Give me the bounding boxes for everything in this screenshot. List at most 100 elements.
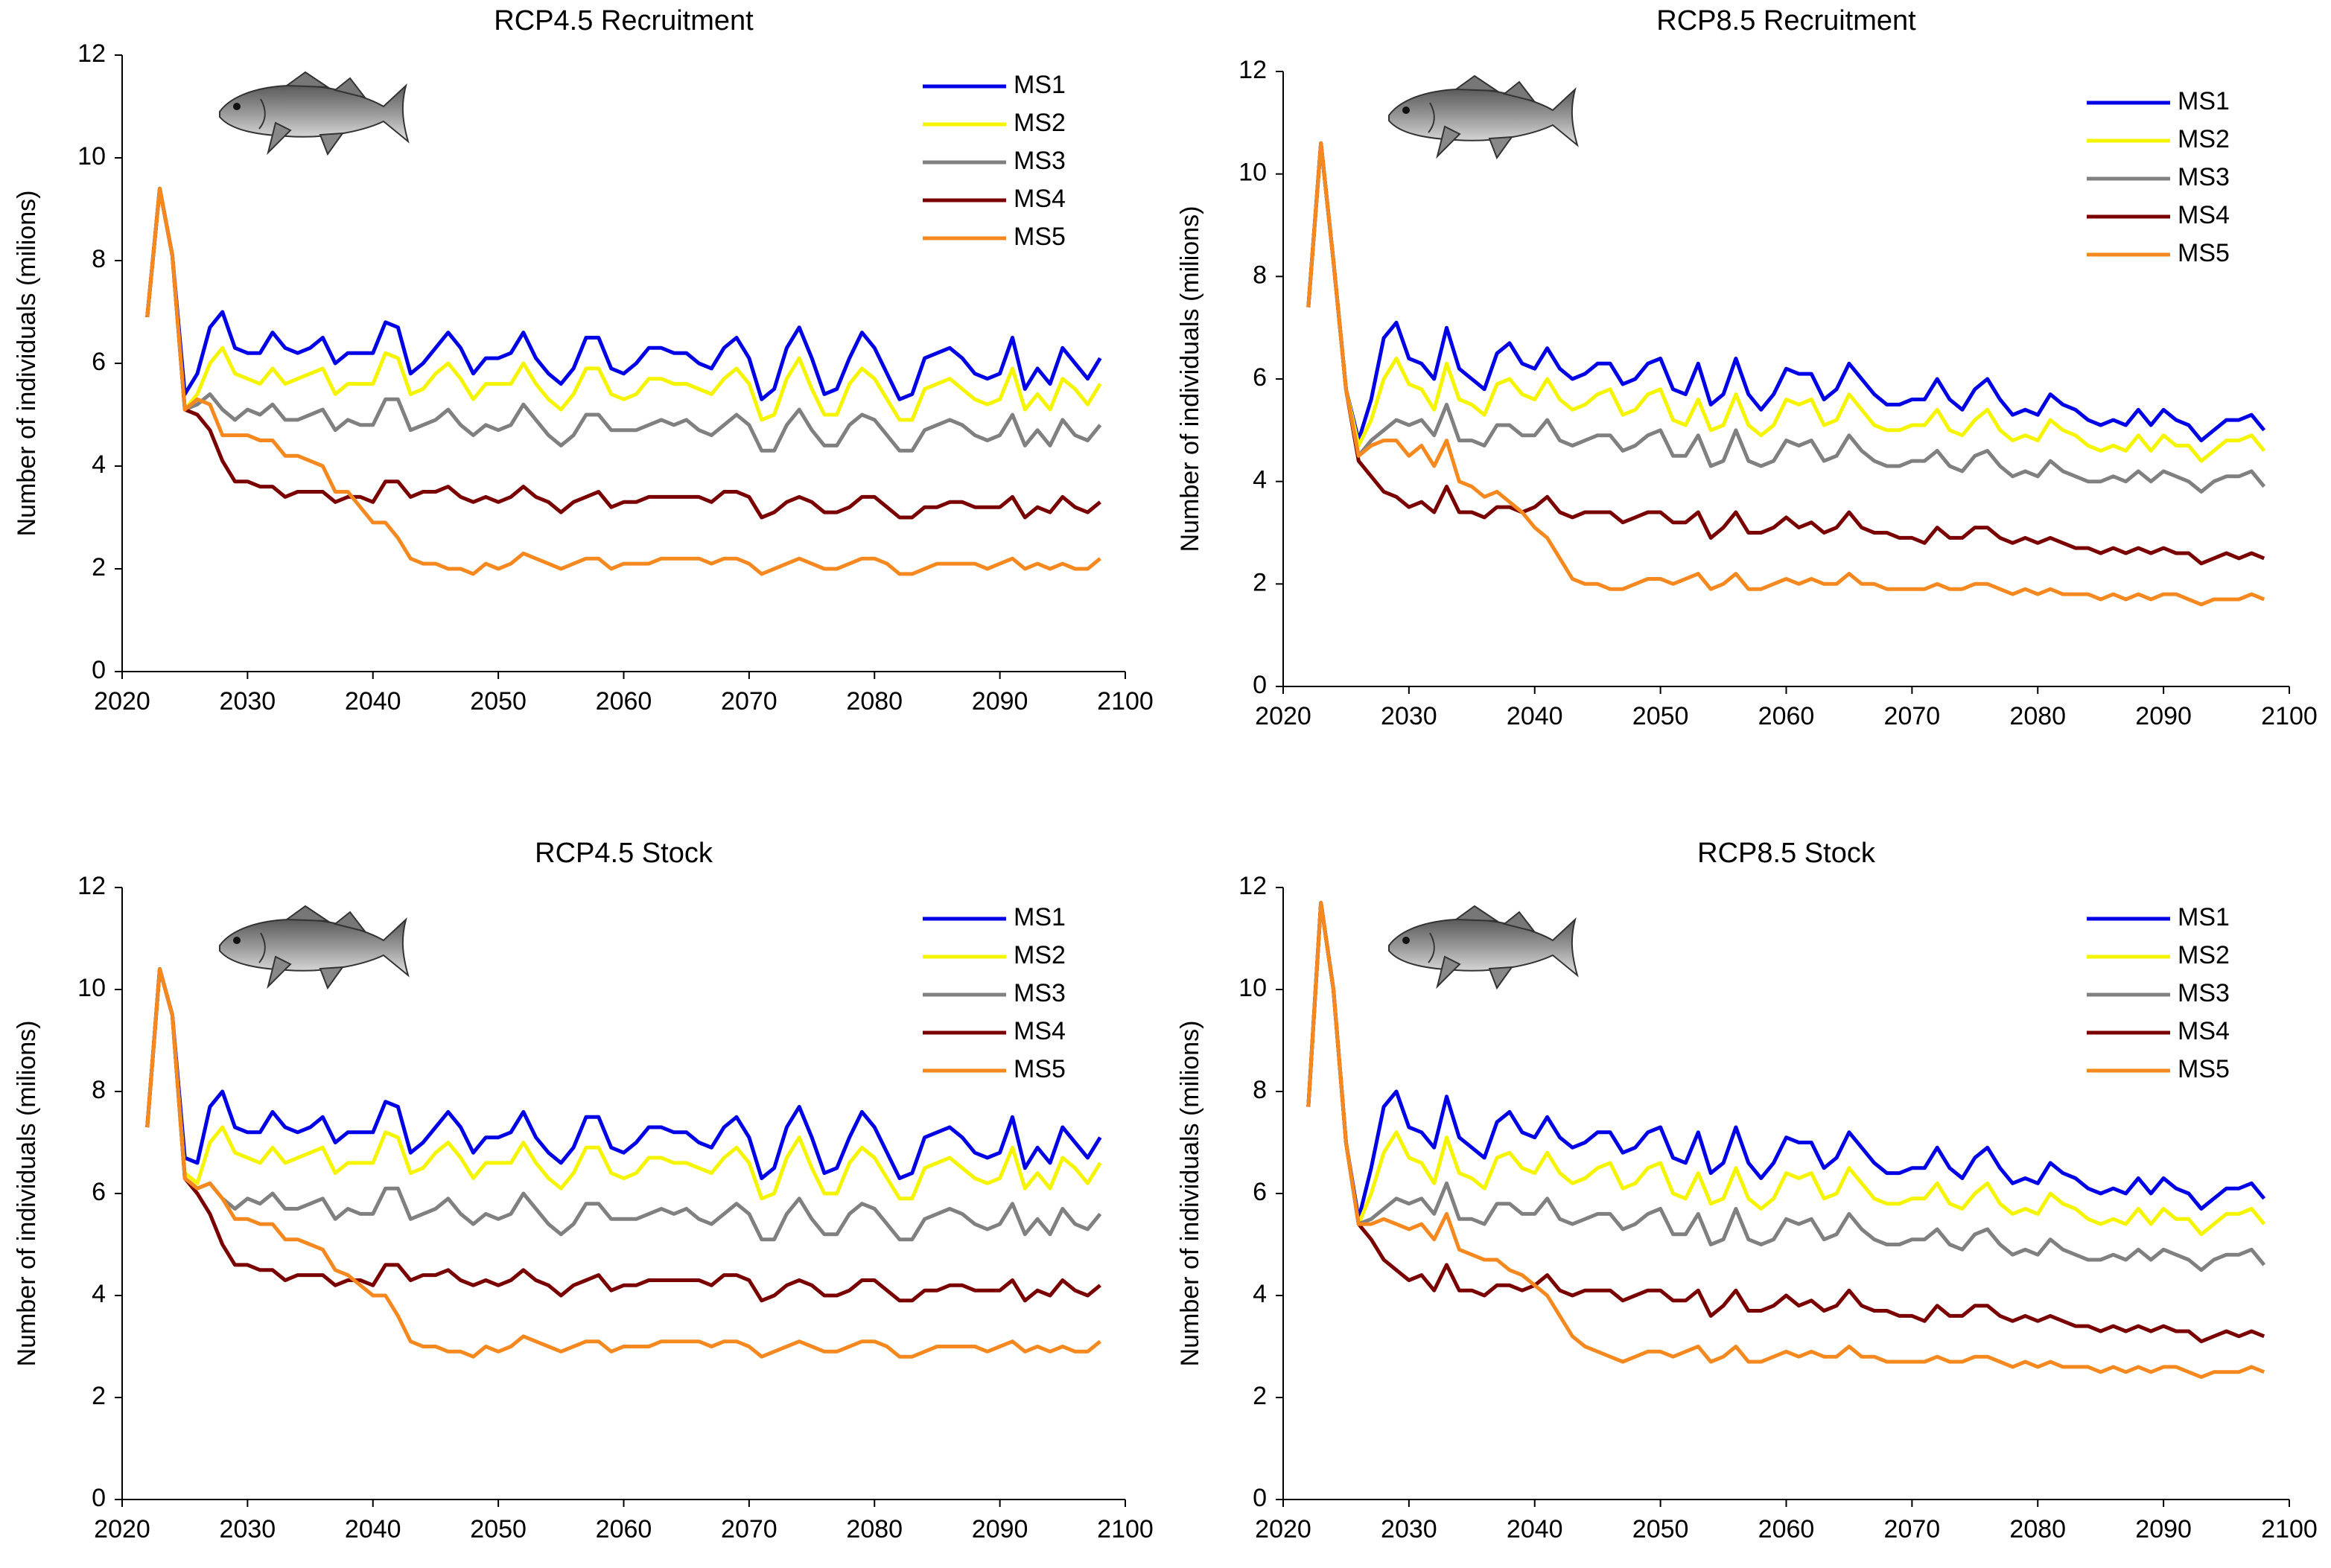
y-tick-label: 12: [77, 39, 106, 68]
y-tick-label: 0: [92, 1484, 106, 1512]
x-tick-label: 2090: [972, 687, 1028, 716]
x-tick-label: 2060: [1758, 1515, 1815, 1543]
legend-label: MS1: [2178, 87, 2230, 115]
legend-label: MS5: [2178, 239, 2230, 267]
series-line: [145, 186, 1102, 422]
y-tick-label: 10: [1238, 159, 1267, 187]
legend-label: MS3: [1014, 979, 1066, 1007]
legend-label: MS2: [2178, 125, 2230, 153]
y-tick-label: 2: [1253, 568, 1267, 596]
legend-label: MS5: [2178, 1055, 2230, 1083]
y-axis-label: Number of individuals (milions): [13, 191, 41, 537]
legend-label: MS4: [1014, 1017, 1066, 1045]
y-axis-label: Number of individuals (milions): [1176, 1021, 1204, 1367]
x-tick-label: 2100: [2261, 702, 2318, 730]
series-line: [1306, 141, 2266, 443]
chart-title: RCP4.5 Stock: [535, 838, 713, 869]
x-tick-label: 2030: [220, 687, 276, 716]
series-line: [1306, 901, 2266, 1221]
x-tick-label: 2050: [1632, 702, 1689, 730]
x-tick-label: 2060: [1758, 702, 1815, 730]
x-tick-label: 2030: [1381, 1515, 1437, 1543]
series-line: [145, 967, 1101, 1303]
x-tick-label: 2020: [94, 1515, 150, 1543]
x-tick-label: 2080: [2009, 1515, 2066, 1543]
y-tick-label: 10: [77, 142, 106, 170]
legend-label: MS3: [1014, 147, 1066, 175]
series-line: [145, 186, 1101, 576]
y-tick-label: 0: [92, 656, 106, 684]
series-line: [145, 186, 1102, 401]
x-tick-label: 2050: [1632, 1515, 1689, 1543]
x-tick-label: 2030: [1381, 702, 1437, 730]
x-tick-label: 2030: [220, 1515, 276, 1543]
y-tick-label: 4: [92, 1280, 106, 1308]
y-tick-label: 4: [92, 450, 106, 479]
y-tick-label: 6: [1253, 1178, 1267, 1206]
y-tick-label: 4: [1253, 466, 1267, 494]
legend-label: MS4: [2178, 1017, 2230, 1045]
legend-label: MS5: [1014, 1055, 1066, 1083]
series-line: [1306, 901, 2266, 1272]
y-tick-label: 8: [1253, 1076, 1267, 1104]
legend-label: MS3: [2178, 979, 2230, 1007]
legend-label: MS3: [2178, 163, 2230, 191]
x-tick-label: 2070: [721, 687, 777, 716]
legend-label: MS1: [1014, 903, 1066, 931]
x-tick-label: 2070: [1884, 1515, 1941, 1543]
fish-illustration: [219, 905, 409, 989]
x-tick-label: 2090: [972, 1515, 1028, 1543]
series-line: [145, 967, 1102, 1201]
y-tick-label: 2: [92, 553, 106, 581]
x-tick-label: 2090: [2135, 1515, 2192, 1543]
legend-label: MS2: [1014, 941, 1066, 969]
series-line: [1306, 901, 2266, 1237]
y-tick-label: 10: [77, 974, 106, 1002]
x-tick-label: 2040: [1507, 1515, 1563, 1543]
chart-title: RCP4.5 Recruitment: [494, 5, 754, 36]
y-tick-label: 12: [77, 872, 106, 900]
y-tick-label: 6: [92, 348, 106, 376]
x-tick-label: 2080: [846, 1515, 903, 1543]
series-line: [145, 967, 1102, 1180]
x-tick-label: 2040: [1507, 702, 1563, 730]
fish-illustration: [1388, 75, 1578, 159]
y-tick-label: 8: [92, 245, 106, 273]
y-tick-label: 4: [1253, 1280, 1267, 1308]
legend-label: MS2: [1014, 109, 1066, 137]
x-tick-label: 2070: [1884, 702, 1941, 730]
panel: RCP8.5 Stock Number of individuals (milio…: [1176, 838, 2318, 1543]
x-tick-label: 2060: [596, 687, 652, 716]
x-tick-label: 2040: [345, 687, 401, 716]
x-tick-label: 2020: [94, 687, 150, 716]
legend-label: MS2: [2178, 941, 2230, 969]
series-line: [145, 967, 1102, 1242]
chart-title: RCP8.5 Recruitment: [1656, 5, 1916, 36]
y-tick-label: 12: [1238, 56, 1267, 84]
x-tick-label: 2050: [470, 1515, 527, 1543]
x-tick-label: 2040: [345, 1515, 401, 1543]
x-tick-label: 2070: [721, 1515, 777, 1543]
x-tick-label: 2090: [2135, 702, 2192, 730]
series-line: [1306, 141, 2265, 607]
x-tick-label: 2020: [1255, 702, 1311, 730]
y-tick-label: 2: [92, 1382, 106, 1410]
chart-title: RCP8.5 Stock: [1697, 838, 1876, 869]
panel: RCP8.5 Recruitment Number of individuals …: [1176, 5, 2318, 730]
y-tick-label: 2: [1253, 1382, 1267, 1410]
series-line: [1306, 901, 2265, 1380]
series-line: [1306, 901, 2265, 1344]
series-line: [145, 186, 1102, 453]
x-tick-label: 2050: [470, 687, 527, 716]
y-tick-label: 12: [1238, 872, 1267, 900]
legend-label: MS4: [1014, 185, 1066, 213]
series-line: [1306, 141, 2266, 494]
x-tick-label: 2100: [1097, 1515, 1154, 1543]
y-axis-label: Number of individuals (milions): [1176, 206, 1204, 552]
x-tick-label: 2100: [2261, 1515, 2318, 1543]
y-tick-label: 10: [1238, 974, 1267, 1002]
panel: RCP4.5 Stock Number of individuals (milio…: [13, 838, 1154, 1543]
x-tick-label: 2080: [846, 687, 903, 716]
legend-label: MS1: [1014, 71, 1066, 99]
